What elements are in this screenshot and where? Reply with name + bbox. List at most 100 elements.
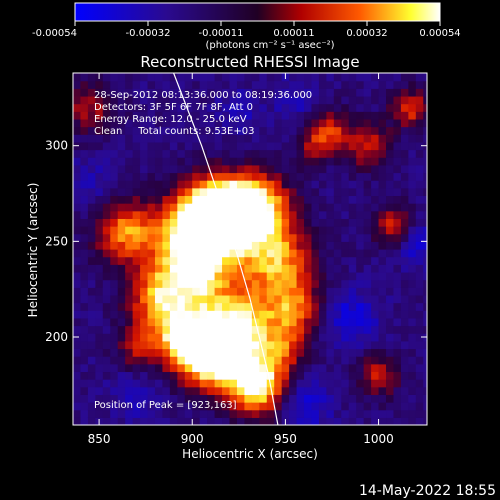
heatmap-cell [110,95,119,105]
heatmap-cell [423,379,427,388]
colorbar-tick-label: 0.00032 [346,28,387,39]
heatmap-cell [318,256,327,265]
heatmap-cell [318,379,327,388]
heatmap-cell [378,294,387,304]
heatmap-cell [236,356,246,365]
heatmap-cell [95,249,104,258]
heatmap-cell [356,394,365,403]
heatmap-cell [214,325,223,334]
heatmap-cell [236,172,246,181]
heatmap-cell [169,249,178,258]
heatmap-cell [73,356,82,365]
heatmap-cell [162,118,171,128]
heatmap-cell [154,417,164,425]
heatmap-cell [318,386,327,395]
heatmap-cell [348,233,357,242]
heatmap-cell [154,279,164,288]
heatmap-cell [95,241,104,250]
heatmap-cell [80,149,89,158]
heatmap-cell [304,317,313,327]
heatmap-cell [386,210,395,219]
heatmap-cell [162,279,171,288]
heatmap-cell [169,294,178,304]
heatmap-cell [154,172,164,181]
heatmap-cell [408,203,417,212]
heatmap-cell [214,356,223,365]
heatmap-cell [236,302,246,311]
heatmap-cell [87,287,96,296]
heatmap-cell [289,134,298,143]
heatmap-cell [266,134,275,143]
heatmap-cell [244,256,253,265]
heatmap-cell [199,95,208,105]
heatmap-cell [87,226,96,235]
heatmap-cell [318,118,327,128]
heatmap-cell [95,386,104,395]
heatmap-cell [318,149,327,158]
heatmap-cell [371,157,380,166]
heatmap-cell [199,218,208,227]
heatmap-cell [207,111,216,120]
heatmap-cell [363,294,372,304]
heatmap-cell [289,409,298,418]
heatmap-cell [177,187,186,197]
heatmap-cell [318,103,327,112]
heatmap-cell [95,264,104,273]
heatmap-cell [400,80,409,89]
heatmap-cell [371,88,380,97]
heatmap-cell [214,402,223,411]
heatmap-cell [281,80,290,89]
heatmap-cell [348,394,357,403]
heatmap-cell [341,271,350,281]
heatmap-cell [162,417,171,425]
heatmap-cell [386,264,395,273]
heatmap-cell [281,356,290,365]
heatmap-cell [87,271,96,281]
heatmap-cell [177,317,186,327]
heatmap-cell [236,394,246,403]
heatmap-cell [386,134,395,143]
heatmap-cell [400,233,409,242]
heatmap-cell [229,325,238,334]
heatmap-cell [371,149,380,158]
heatmap-cell [356,294,365,304]
heatmap-cell [408,256,417,265]
heatmap-cell [356,279,365,288]
heatmap-cell [192,317,201,327]
heatmap-cell [154,386,164,395]
heatmap-cell [251,279,260,288]
heatmap-cell [363,218,372,227]
heatmap-cell [326,356,335,365]
heatmap-cell [415,218,424,227]
heatmap-cell [125,88,134,97]
heatmap-cell [304,218,313,227]
heatmap-cell [162,226,171,235]
heatmap-cell [117,379,126,388]
heatmap-cell [236,126,246,135]
heatmap-cell [356,302,365,311]
heatmap-cell [326,80,335,89]
heatmap-cell [184,417,193,425]
heatmap-cell [281,118,290,128]
heatmap-cell [274,164,283,174]
heatmap-cell [408,279,417,288]
heatmap-cell [326,195,335,204]
heatmap-cell [408,271,417,281]
heatmap-cell [117,203,126,212]
heatmap-cell [378,203,387,212]
heatmap-cell [154,249,164,258]
heatmap-cell [415,172,424,181]
heatmap-cell [110,210,119,219]
heatmap-cell [423,180,427,189]
heatmap-cell [192,226,201,235]
heatmap-cell [289,157,298,166]
heatmap-cell [192,103,201,112]
heatmap-cell [236,157,246,166]
heatmap-cell [356,95,365,105]
heatmap-cell [274,226,283,235]
heatmap-cell [222,118,231,128]
heatmap-cell [266,141,275,151]
heatmap-cell [169,180,178,189]
heatmap-cell [378,141,387,151]
heatmap-cell [266,310,275,319]
